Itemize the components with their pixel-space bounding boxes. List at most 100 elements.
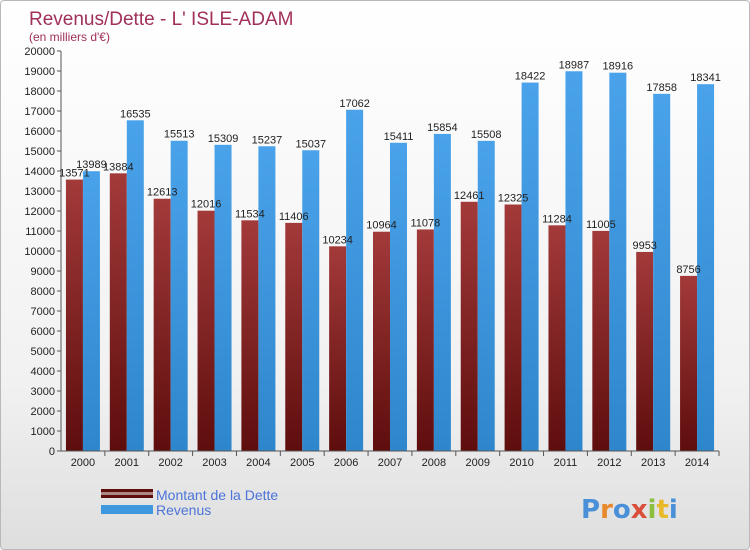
bar-debt-2002	[153, 198, 171, 451]
bar-label-revenue-2011: 18987	[559, 59, 590, 71]
x-tick-label: 2008	[422, 457, 446, 469]
bar-debt-2001	[109, 173, 127, 451]
bar-label-revenue-2014: 18341	[690, 72, 721, 84]
y-axis: 0 1000 2000 3000 4000 5000 6000 7000 8000 9000 100…	[24, 46, 62, 458]
legend-swatch-revenus	[101, 505, 153, 514]
x-tick-label: 2009	[465, 457, 489, 469]
bar-label-revenue-2012: 18916	[603, 61, 634, 73]
y-tick-label: 4000	[31, 366, 55, 378]
y-tick-label: 2000	[31, 406, 55, 418]
logo-letter: x	[631, 495, 648, 525]
bar-label-revenue-2004: 15237	[252, 134, 283, 146]
bar-label-debt-2012: 11005	[586, 219, 616, 231]
logo-letter: r	[600, 495, 613, 525]
bar-label-revenue-2002: 15513	[164, 129, 195, 141]
bar-debt-2007	[373, 231, 390, 451]
x-tick-label: 2012	[597, 457, 621, 469]
x-tick-label: 2007	[378, 457, 402, 469]
bar-revenue-2000	[82, 171, 100, 451]
chart-subtitle: (en milliers d'€)	[29, 30, 110, 44]
bar-label-revenue-2013: 17858	[646, 82, 677, 94]
y-tick-label: 18000	[24, 86, 55, 98]
bar-debt-2011	[548, 225, 566, 451]
bar-debt-2003	[197, 210, 215, 451]
x-tick-label: 2011	[554, 457, 578, 469]
bar-label-revenue-2009: 15508	[471, 129, 502, 141]
y-tick-label: 8000	[31, 286, 55, 298]
bar-revenue-2013	[653, 93, 671, 451]
legend-item-revenus: Revenus	[101, 502, 211, 518]
x-tick-label: 2013	[641, 457, 665, 469]
logo-letter: P	[581, 495, 600, 525]
bar-label-revenue-2000: 13989	[76, 159, 107, 171]
y-tick-label: 11000	[25, 226, 55, 238]
x-tick-label: 2004	[246, 457, 270, 469]
bar-debt-2006	[329, 246, 347, 451]
legend-label-dette: Montant de la Dette	[156, 487, 278, 503]
bar-label-debt-2014: 8756	[676, 264, 700, 276]
y-tick-label: 17000	[24, 106, 55, 118]
bar-revenue-2009	[477, 140, 495, 451]
x-tick-label: 2005	[290, 457, 314, 469]
x-tick-label: 2000	[71, 457, 95, 469]
y-tick-label: 14000	[24, 166, 55, 178]
bar-label-debt-2004: 11534	[235, 208, 265, 220]
bar-label-revenue-2010: 18422	[515, 71, 546, 83]
x-tick-label: 2006	[334, 457, 358, 469]
bar-revenue-2005	[302, 150, 320, 451]
bar-label-debt-2002: 12613	[147, 187, 178, 199]
logo-text: Proxiti	[581, 495, 678, 525]
y-tick-label: 6000	[31, 326, 55, 338]
bar-label-debt-2000: 13571	[59, 168, 90, 180]
bar-label-revenue-2001: 16535	[120, 108, 151, 120]
chart-title: Revenus/Dette - L' ISLE-ADAM	[29, 9, 293, 30]
bar-debt-2009	[460, 201, 478, 451]
logo-letter: i	[648, 495, 657, 525]
bar-label-debt-2009: 12461	[454, 190, 485, 202]
proxiti-logo: Proxiti	[581, 495, 678, 525]
bar-label-debt-2013: 9953	[632, 240, 656, 252]
bar-revenue-2004	[258, 146, 276, 451]
bar-revenue-2012	[609, 72, 627, 452]
bar-label-revenue-2003: 15309	[208, 133, 239, 145]
x-tick-label: 2001	[115, 457, 139, 469]
bar-label-revenue-2005: 15037	[295, 138, 326, 150]
bar-revenue-2003	[214, 144, 232, 451]
logo-letter: o	[613, 495, 631, 525]
y-tick-label: 20000	[24, 46, 55, 58]
bar-label-debt-2001: 13884	[103, 161, 134, 173]
logo-letter: i	[669, 495, 678, 525]
bar-debt-2012	[592, 230, 610, 451]
x-tick-label: 2010	[509, 457, 533, 469]
y-tick-label: 19000	[24, 66, 55, 78]
y-tick-label: 3000	[31, 386, 55, 398]
y-tick-label: 1000	[31, 426, 55, 438]
bar-label-debt-2006: 10234	[322, 234, 353, 246]
bar-label-revenue-2007: 15411	[384, 131, 414, 143]
y-tick-label: 10000	[24, 246, 55, 258]
y-tick-label: 7000	[31, 306, 55, 318]
bar-revenue-2011	[565, 71, 583, 451]
bar-revenue-2007	[390, 142, 407, 451]
bar-label-debt-2005: 11406	[279, 211, 309, 223]
y-tick-label: 9000	[31, 266, 55, 278]
x-axis: 2000 2001 2002 2003 2004 2005 2006 2007 2008 2009…	[61, 450, 720, 469]
bar-revenue-2002	[170, 140, 188, 452]
y-tick-label: 15000	[24, 146, 55, 158]
x-tick-label: 2002	[158, 457, 182, 469]
bar-revenue-2008	[433, 133, 451, 452]
bar-label-debt-2007: 10964	[366, 220, 397, 232]
bar-debt-2004	[241, 220, 259, 451]
y-tick-label: 5000	[31, 346, 55, 358]
logo-letter: t	[656, 495, 668, 525]
bar-revenue-2014	[697, 84, 715, 452]
y-tick-label: 16000	[24, 126, 55, 138]
bar-debt-2008	[416, 229, 434, 451]
x-tick-label: 2003	[202, 457, 226, 469]
legend: Montant de la Dette Revenus	[101, 487, 278, 518]
bar-revenue-2006	[346, 109, 364, 451]
bar-debt-2010	[504, 204, 522, 451]
